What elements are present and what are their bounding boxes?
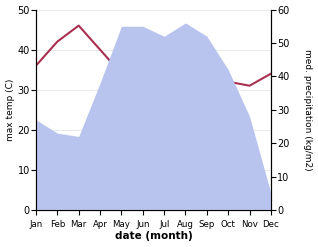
Y-axis label: med. precipitation (kg/m2): med. precipitation (kg/m2) bbox=[303, 49, 313, 171]
Y-axis label: max temp (C): max temp (C) bbox=[5, 79, 15, 141]
X-axis label: date (month): date (month) bbox=[114, 231, 192, 242]
